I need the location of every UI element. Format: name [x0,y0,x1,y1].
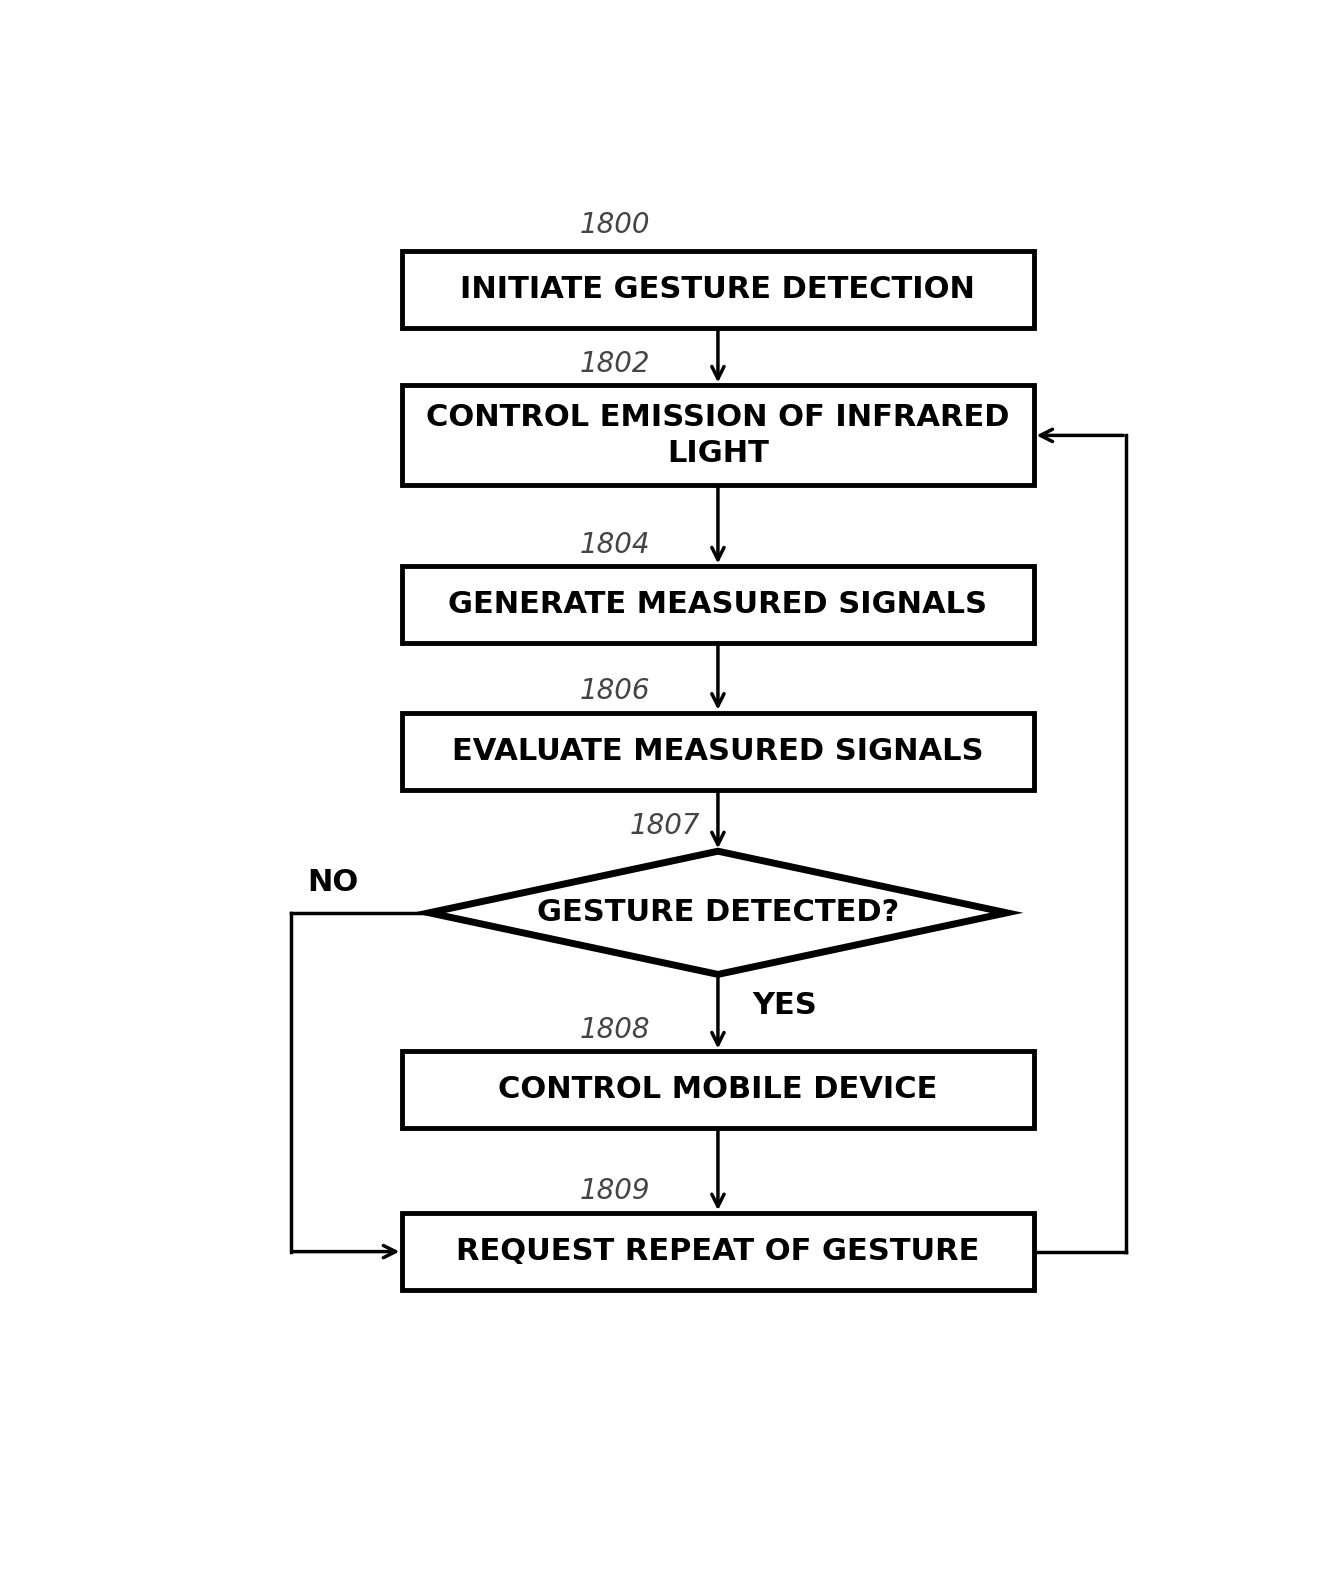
Text: 1804: 1804 [579,531,650,559]
FancyBboxPatch shape [403,1052,1034,1128]
Text: 1809: 1809 [579,1178,650,1205]
Text: INITIATE GESTURE DETECTION: INITIATE GESTURE DETECTION [461,274,975,304]
Text: NO: NO [308,868,359,898]
Text: EVALUATE MEASURED SIGNALS: EVALUATE MEASURED SIGNALS [453,737,983,765]
Text: 1808: 1808 [579,1016,650,1044]
Text: REQUEST REPEAT OF GESTURE: REQUEST REPEAT OF GESTURE [457,1236,979,1266]
FancyBboxPatch shape [403,567,1034,643]
Text: 1802: 1802 [579,350,650,378]
Text: 1807: 1807 [630,811,700,839]
Text: CONTROL MOBILE DEVICE: CONTROL MOBILE DEVICE [498,1076,937,1104]
Text: YES: YES [752,991,818,1019]
Polygon shape [430,850,1007,975]
FancyBboxPatch shape [403,712,1034,789]
Text: CONTROL EMISSION OF INFRARED
LIGHT: CONTROL EMISSION OF INFRARED LIGHT [426,403,1010,468]
Text: 1800: 1800 [579,211,650,239]
FancyBboxPatch shape [403,1213,1034,1290]
FancyBboxPatch shape [403,386,1034,485]
Text: GENERATE MEASURED SIGNALS: GENERATE MEASURED SIGNALS [449,591,987,619]
Text: GESTURE DETECTED?: GESTURE DETECTED? [537,898,898,928]
FancyBboxPatch shape [403,250,1034,328]
Text: 1806: 1806 [579,677,650,706]
